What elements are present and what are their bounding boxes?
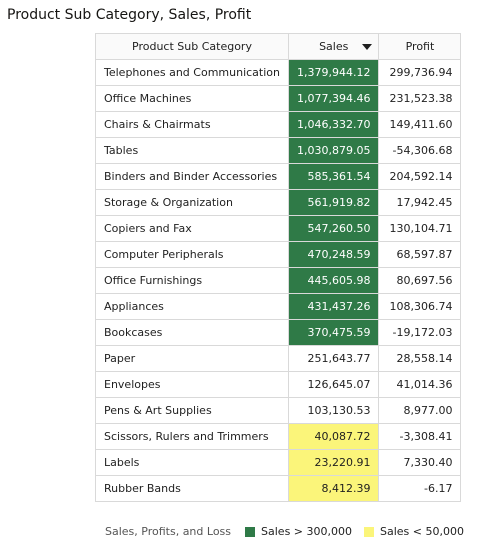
- legend-swatch: [245, 526, 256, 537]
- table-row: Paper 251,643.77 28,558.14: [95, 345, 462, 372]
- cell-category: Pens & Art Supplies: [95, 397, 289, 424]
- table-row: Pens & Art Supplies 103,130.53 8,977.00: [95, 397, 462, 424]
- table-row: Copiers and Fax 547,260.50 130,104.71: [95, 215, 462, 242]
- caret-down-icon[interactable]: [362, 44, 373, 50]
- cell-sales: 561,919.82: [287, 189, 380, 216]
- cell-sales: 126,645.07: [287, 371, 380, 398]
- table-row: Chairs & Chairmats 1,046,332.70 149,411.60: [95, 111, 462, 138]
- cell-profit: 80,697.56: [378, 267, 462, 294]
- cell-sales: 8,412.39: [287, 475, 380, 502]
- header-label: Sales: [319, 40, 349, 53]
- cell-category: Tables: [95, 137, 289, 164]
- table-row: Labels 23,220.91 7,330.40: [95, 449, 462, 476]
- cell-sales: 23,220.91: [287, 449, 380, 476]
- cell-profit: -6.17: [378, 475, 462, 502]
- cell-category: Computer Peripherals: [95, 241, 289, 268]
- cell-sales: 431,437.26: [287, 293, 380, 320]
- table-row: Tables 1,030,879.05 -54,306.68: [95, 137, 462, 164]
- table-row: Appliances 431,437.26 108,306.74: [95, 293, 462, 320]
- cell-profit: 204,592.14: [378, 163, 462, 190]
- table-row: Binders and Binder Accessories 585,361.54…: [95, 163, 462, 190]
- table-header-row: Product Sub Category Sales Profit: [95, 33, 462, 60]
- cell-sales: 251,643.77: [287, 345, 380, 372]
- cell-sales: 1,030,879.05: [287, 137, 380, 164]
- cell-sales: 1,077,394.46: [287, 85, 380, 112]
- legend-item-low: Sales < 50,000: [364, 525, 464, 538]
- cell-sales: 547,260.50: [287, 215, 380, 242]
- cell-category: Appliances: [95, 293, 289, 320]
- header-label: Product Sub Category: [132, 40, 252, 53]
- page-title: Product Sub Category, Sales, Profit: [7, 7, 252, 23]
- cell-sales: 585,361.54: [287, 163, 380, 190]
- table-row: Telephones and Communication 1,379,944.12…: [95, 59, 462, 86]
- cell-category: Rubber Bands: [95, 475, 289, 502]
- cell-profit: -3,308.41: [378, 423, 462, 450]
- table-row: Envelopes 126,645.07 41,014.36: [95, 371, 462, 398]
- legend-swatch: [364, 526, 374, 537]
- cell-sales: 1,379,944.12: [287, 59, 380, 86]
- cell-sales: 1,046,332.70: [287, 111, 380, 138]
- header-profit[interactable]: Profit: [378, 33, 462, 60]
- cell-sales: 370,475.59: [287, 319, 380, 346]
- cell-category: Scissors, Rulers and Trimmers: [95, 423, 289, 450]
- table-row: Office Machines 1,077,394.46 231,523.38: [95, 85, 462, 112]
- cell-profit: -19,172.03: [378, 319, 462, 346]
- cell-profit: 68,597.87: [378, 241, 462, 268]
- cell-category: Office Furnishings: [95, 267, 289, 294]
- cell-category: Labels: [95, 449, 289, 476]
- cell-sales: 103,130.53: [287, 397, 380, 424]
- cell-profit: 130,104.71: [378, 215, 462, 242]
- cell-category: Envelopes: [95, 371, 289, 398]
- cell-category: Chairs & Chairmats: [95, 111, 289, 138]
- cell-profit: 28,558.14: [378, 345, 462, 372]
- table-row: Computer Peripherals 470,248.59 68,597.87: [95, 241, 462, 268]
- header-product-sub-category[interactable]: Product Sub Category: [95, 33, 289, 60]
- cell-profit: 7,330.40: [378, 449, 462, 476]
- cell-category: Office Machines: [95, 85, 289, 112]
- cell-profit: 231,523.38: [378, 85, 462, 112]
- legend-item-high: Sales > 300,000: [245, 525, 352, 538]
- cell-category: Storage & Organization: [95, 189, 289, 216]
- cell-category: Copiers and Fax: [95, 215, 289, 242]
- cell-profit: 17,942.45: [378, 189, 462, 216]
- cell-profit: 108,306.74: [378, 293, 462, 320]
- legend-title: Sales, Profits, and Loss: [105, 525, 232, 538]
- header-sales[interactable]: Sales: [287, 33, 380, 60]
- legend-label: Sales < 50,000: [380, 525, 464, 538]
- header-label: Profit: [405, 40, 435, 53]
- legend-label: Sales > 300,000: [261, 525, 352, 538]
- cell-profit: 41,014.36: [378, 371, 462, 398]
- cell-category: Telephones and Communication: [95, 59, 289, 86]
- data-table: Product Sub Category Sales Profit Teleph…: [95, 33, 462, 502]
- cell-category: Bookcases: [95, 319, 289, 346]
- cell-category: Paper: [95, 345, 289, 372]
- cell-profit: 8,977.00: [378, 397, 462, 424]
- cell-profit: -54,306.68: [378, 137, 462, 164]
- table-row: Scissors, Rulers and Trimmers 40,087.72 -3…: [95, 423, 462, 450]
- cell-category: Binders and Binder Accessories: [95, 163, 289, 190]
- table-row: Rubber Bands 8,412.39 -6.17: [95, 475, 462, 502]
- table-row: Office Furnishings 445,605.98 80,697.56: [95, 267, 462, 294]
- cell-sales: 445,605.98: [287, 267, 380, 294]
- cell-profit: 299,736.94: [378, 59, 462, 86]
- cell-sales: 40,087.72: [287, 423, 380, 450]
- cell-sales: 470,248.59: [287, 241, 380, 268]
- legend: Sales, Profits, and Loss Sales > 300,000…: [105, 525, 476, 538]
- table-row: Bookcases 370,475.59 -19,172.03: [95, 319, 462, 346]
- cell-profit: 149,411.60: [378, 111, 462, 138]
- table-row: Storage & Organization 561,919.82 17,942.4…: [95, 189, 462, 216]
